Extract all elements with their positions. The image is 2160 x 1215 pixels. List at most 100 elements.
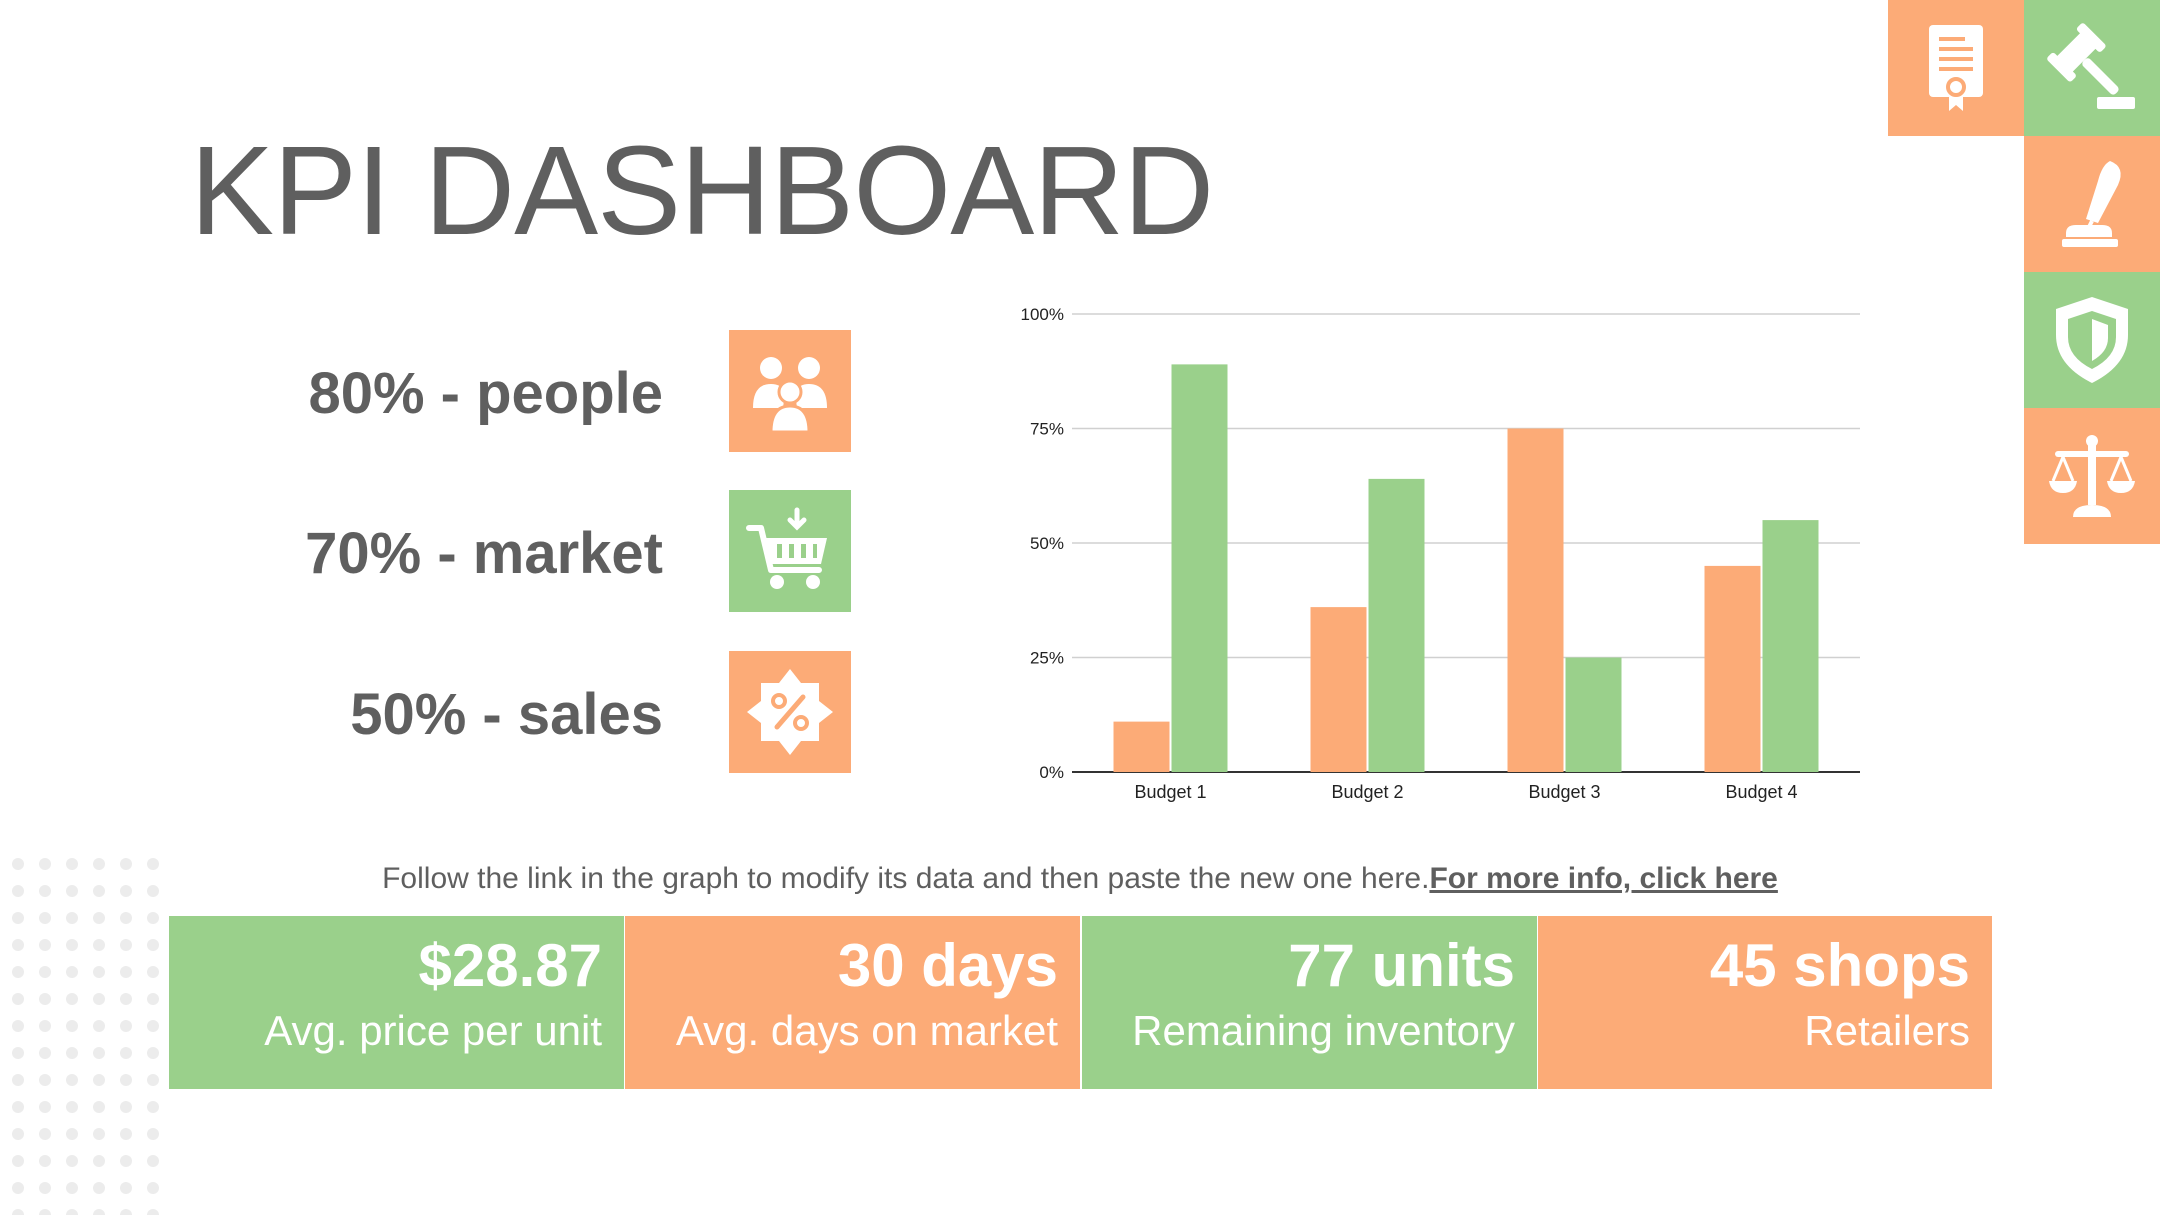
decorative-dot <box>120 1209 132 1215</box>
bar-budget-1-s2 <box>1171 364 1228 772</box>
budget-bar-chart[interactable]: 0% 25% 50% 75% 100% Budget 1 Budget 2 Budget 3 B… <box>1000 290 1880 820</box>
decorative-dot <box>12 885 24 897</box>
decorative-dot <box>39 1047 51 1059</box>
decorative-dot <box>39 1074 51 1086</box>
bar-budget-2-s2 <box>1368 478 1425 772</box>
decorative-dot <box>147 1101 159 1113</box>
decorative-dot <box>39 1128 51 1140</box>
bar-budget-2-s1 <box>1310 607 1367 772</box>
y-tick-label: 50% <box>1030 534 1064 553</box>
tile-value: 45 shops <box>1709 932 1970 999</box>
tile-label: Avg. price per unit <box>264 1007 602 1054</box>
tile-avg-price: $28.87 Avg. price per unit <box>169 916 624 1089</box>
decorative-dot <box>93 966 105 978</box>
x-tick-label: Budget 1 <box>1134 782 1206 802</box>
decorative-dot <box>120 1182 132 1194</box>
decorative-dot <box>66 1020 78 1032</box>
decorative-dot <box>12 1020 24 1032</box>
y-tick-label: 25% <box>1030 649 1064 668</box>
decorative-dot <box>147 885 159 897</box>
decorative-dot <box>39 1182 51 1194</box>
bar-budget-4-s1 <box>1704 565 1761 772</box>
certificate-icon <box>1888 0 2024 136</box>
quill-pen-icon <box>2024 136 2160 272</box>
decorative-dot <box>66 966 78 978</box>
decorative-dot <box>93 1155 105 1167</box>
more-info-link[interactable]: For more info, click here <box>1429 862 1778 895</box>
decorative-dot <box>12 1074 24 1086</box>
decorative-dot <box>66 885 78 897</box>
decorative-dot <box>66 858 78 870</box>
decorative-dot <box>12 1182 24 1194</box>
decorative-dot <box>12 912 24 924</box>
decorative-dot <box>12 966 24 978</box>
x-tick-label: Budget 3 <box>1528 782 1600 802</box>
decorative-dot <box>12 858 24 870</box>
decorative-dot <box>93 858 105 870</box>
decorative-dot <box>147 1047 159 1059</box>
decorative-dot <box>66 1074 78 1086</box>
decorative-dot <box>66 939 78 951</box>
tile-value: 30 days <box>837 932 1058 999</box>
tile-label: Remaining inventory <box>1132 1007 1515 1054</box>
kpi-market-label: 70% - market <box>305 521 663 586</box>
x-tick-label: Budget 2 <box>1331 782 1403 802</box>
kpi-sales-label: 50% - sales <box>350 682 663 747</box>
decorative-dot <box>120 1020 132 1032</box>
decorative-dot <box>147 912 159 924</box>
decorative-dot <box>12 939 24 951</box>
decorative-dot <box>12 1101 24 1113</box>
y-tick-label: 0% <box>1039 763 1064 782</box>
x-tick-label: Budget 4 <box>1725 782 1797 802</box>
decorative-dot <box>93 1128 105 1140</box>
decorative-dot <box>12 1047 24 1059</box>
decorative-dot <box>39 1155 51 1167</box>
scales-icon <box>2024 408 2160 544</box>
decorative-dot <box>93 1182 105 1194</box>
bar-budget-4-s2 <box>1762 520 1819 772</box>
decorative-dot <box>12 993 24 1005</box>
decorative-dot <box>120 966 132 978</box>
decorative-dot <box>66 1209 78 1215</box>
decorative-dot <box>39 1020 51 1032</box>
decorative-dot <box>93 912 105 924</box>
decorative-dot <box>147 1020 159 1032</box>
decorative-dot <box>12 1128 24 1140</box>
decorative-dot <box>39 993 51 1005</box>
decorative-dot <box>120 858 132 870</box>
decorative-dot <box>39 939 51 951</box>
bar-budget-3-s1 <box>1507 428 1564 772</box>
discount-badge-icon <box>729 651 851 773</box>
decorative-dot <box>147 1128 159 1140</box>
decorative-dot <box>147 1209 159 1215</box>
instruction-note: Follow the link in the graph to modify i… <box>0 862 2160 896</box>
shopping-cart-icon <box>729 490 851 612</box>
decorative-dot <box>120 939 132 951</box>
decorative-dot <box>39 966 51 978</box>
decorative-dot <box>93 885 105 897</box>
decorative-dot <box>39 1101 51 1113</box>
decorative-dot <box>147 993 159 1005</box>
decorative-dot <box>66 912 78 924</box>
y-tick-label: 75% <box>1030 420 1064 439</box>
tile-value: 77 units <box>1288 932 1515 999</box>
decorative-dot <box>147 966 159 978</box>
decorative-dot <box>93 1209 105 1215</box>
decorative-dot <box>93 1020 105 1032</box>
decorative-dot <box>66 1182 78 1194</box>
tile-label: Retailers <box>1804 1007 1970 1054</box>
decorative-dot <box>12 1209 24 1215</box>
decorative-dot <box>120 993 132 1005</box>
bar-budget-1-s1 <box>1113 721 1170 772</box>
decorative-dot <box>93 1074 105 1086</box>
decorative-dot <box>147 1155 159 1167</box>
decorative-dot <box>93 939 105 951</box>
decorative-dot <box>147 858 159 870</box>
decorative-dot <box>147 1074 159 1086</box>
people-icon <box>729 330 851 452</box>
decorative-dot <box>120 1047 132 1059</box>
decorative-dot <box>39 858 51 870</box>
decorative-dot <box>120 912 132 924</box>
decorative-dot <box>120 1074 132 1086</box>
decorative-dot <box>120 885 132 897</box>
